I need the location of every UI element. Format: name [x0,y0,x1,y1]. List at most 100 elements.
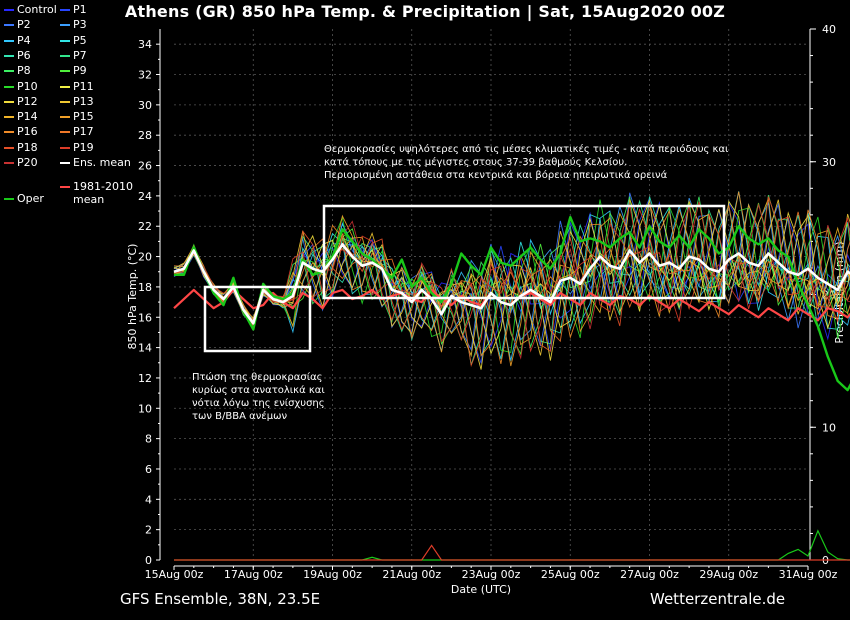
y-tick-label: 32 [138,69,152,82]
legend-label: P13 [73,94,94,108]
annotation-line: Περιορισμένη αστάθεια στα κεντρικά και β… [324,170,668,181]
legend-swatch [4,9,14,11]
y-tick-label: 12 [138,372,152,385]
legend-label: 1981-2010 mean [73,180,133,206]
annotation-cool-period: Πτώση της θερμοκρασίας κυρίως στα ανατολ… [192,371,325,423]
x-tick-label: 27Aug 00z [620,568,679,581]
legend-label: P19 [73,140,94,154]
y-tick-label: 4 [145,493,152,506]
ensemble-member-line [173,197,850,346]
y-tick-label: 34 [138,38,152,51]
model-info: GFS Ensemble, 38N, 23.5E [120,590,321,608]
legend-label: P14 [17,110,38,124]
legend-label: P7 [73,48,87,62]
legend-item: P15 [60,110,94,124]
annotation-line: των Β/ΒΒΑ ανέμων [192,411,288,422]
legend-swatch [60,9,70,11]
x-tick-label: 15Aug 00z [145,568,204,581]
warm-period-box [322,204,726,300]
x-tick-label: 19Aug 00z [303,568,362,581]
legend-swatch [4,24,14,27]
legend-label: P2 [17,18,31,32]
y-tick-label: 22 [138,220,152,233]
legend-swatch [60,131,70,134]
legend-swatch [60,146,70,149]
legend-swatch [60,186,70,188]
ensemble-member-line [173,192,850,352]
annotation-boxes [203,204,726,353]
ensemble-member-line [173,197,850,341]
y-axis-label: 850 hPa Temp. (°C) [126,244,139,350]
y-tick-label: 0 [145,554,152,567]
legend-label: P6 [17,48,31,62]
y2-tick-label: 40 [822,23,836,36]
precip-line [174,544,850,561]
y-tick-label: 8 [145,433,152,446]
annotation-line: Θερμοκρασίες υψηλότερες από τις μέσες κλ… [324,144,729,155]
legend-swatch [4,146,14,149]
y-tick-label: 6 [145,463,152,476]
legend-swatch [4,131,14,134]
y-tick-label: 18 [138,281,152,294]
legend-item: P16 [4,125,38,139]
ensemble-member-line [173,200,850,355]
y-tick-label: 24 [138,190,152,203]
legend-item: P20 [4,156,38,170]
legend-label: P16 [17,125,38,139]
ensemble-member-line [173,202,850,360]
ensemble-member-line [173,191,850,364]
legend: Control P1 P2 P3 P4 P5 P6 P7 P8 P9 P10 P11 P12 P13 P14… [0,0,140,210]
legend-item: P19 [60,141,94,155]
legend-swatch [4,39,14,42]
annotation-warm-period: Θερμοκρασίες υψηλότερες από τις μέσες κλ… [324,143,728,182]
legend-item: P18 [4,141,38,155]
annotation-line: Πτώση της θερμοκρασίας [192,372,323,383]
legend-swatch [4,70,14,73]
legend-label: P4 [17,33,31,47]
y-tick-label: 30 [138,99,152,112]
legend-item: P1 [60,3,87,17]
annotation-line: κατά τόπους με τις μέγιστες στους 37-39 … [324,157,628,168]
precip-line [174,529,850,561]
legend-swatch [4,85,14,88]
legend-item: P3 [60,18,87,32]
legend-item: Control [4,3,57,17]
legend-label: P15 [73,110,94,124]
legend-swatch [4,116,14,119]
legend-item: P2 [4,18,31,32]
legend-label: P8 [17,64,31,78]
annotation-line: κυρίως στα ανατολικά και [192,385,325,396]
legend-swatch [4,54,14,57]
legend-item: P11 [60,80,94,94]
legend-swatch [60,162,70,164]
series-line-ens-mean [173,243,850,325]
cool-period-box [203,285,312,353]
legend-label: P1 [73,3,87,16]
ensemble-member-line [173,198,850,370]
legend-item: Ens. mean [60,156,131,170]
x-tick-label: 29Aug 00z [699,568,758,581]
axes: 0246810121416182022242628303234010203040… [126,23,846,596]
x-tick-label: 21Aug 00z [382,568,441,581]
legend-label: Ens. mean [73,156,131,169]
annotation-line: νότια λόγω της ενίσχυσης [192,398,325,409]
legend-swatch [60,70,70,73]
legend-item: P10 [4,80,38,94]
legend-swatch [60,116,70,119]
legend-label: Control [17,3,57,16]
legend-label: P11 [73,79,94,93]
legend-swatch [4,100,14,103]
legend-item: Oper [4,192,44,206]
legend-item: 1981-2010 mean [60,180,138,208]
series-line-oper [174,215,850,392]
legend-label: P17 [73,125,94,139]
ensemble-member-line [173,203,850,367]
legend-label: P12 [17,94,38,108]
y-tick-label: 20 [138,251,152,264]
x-tick-label: 17Aug 00z [224,568,283,581]
legend-label: Oper [17,192,44,205]
legend-item: P7 [60,49,87,63]
legend-item: P8 [4,64,31,78]
legend-swatch [60,54,70,57]
